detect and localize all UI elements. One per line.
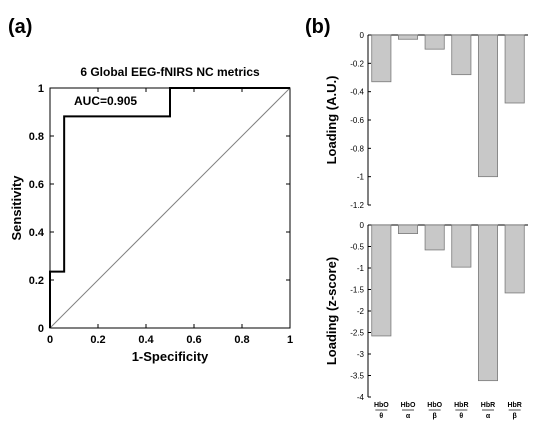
y-tick-label: 0.2 <box>29 275 44 287</box>
auc-annotation: AUC=0.905 <box>74 94 137 108</box>
bar-3 <box>451 34 472 76</box>
bar-4 <box>477 34 498 178</box>
bar-3 <box>451 224 472 268</box>
y-tick-label: 0 <box>38 323 44 335</box>
y-tick-label: -0.4 <box>350 88 364 97</box>
roc-curve <box>49 87 290 328</box>
y-tick-label: -0.8 <box>350 144 364 153</box>
bar-2 <box>424 224 445 251</box>
y-tick-label: 0 <box>360 221 365 230</box>
category-label-bottom: α <box>406 413 411 420</box>
panel-a-label: (a) <box>8 16 32 38</box>
y-tick-label: 1 <box>38 83 44 95</box>
category-label-top: HbR <box>507 402 521 409</box>
bar-1 <box>397 224 418 234</box>
panel-b-label: (b) <box>305 16 331 38</box>
x-tick-label: 1 <box>287 334 293 346</box>
category-label-top: HbO <box>427 402 442 409</box>
roc-chart: 6 Global EEG-fNIRS NC metrics 0 0.2 0.4 0.6 0… <box>9 65 293 364</box>
y-axis-title: Sensitivity <box>9 175 24 241</box>
x-tick-label: 0 <box>47 334 53 346</box>
y-tick-label: -2 <box>357 307 365 316</box>
bar-5 <box>504 34 525 104</box>
bar-5 <box>504 224 525 294</box>
y-axis-title: Loading (A.U.) <box>324 76 339 165</box>
category-label-top: HbR <box>454 402 468 409</box>
bar-0 <box>371 224 392 337</box>
bar-4 <box>477 224 498 382</box>
y-tick-label: -1.2 <box>350 201 364 210</box>
bar-2 <box>424 34 445 50</box>
x-axis-title: 1-Specificity <box>132 349 209 364</box>
y-tick-label: -3 <box>357 350 365 359</box>
y-tick-label: 0.6 <box>29 179 44 191</box>
category-label-bottom: θ <box>459 413 463 420</box>
y-tick-label: -0.5 <box>350 243 364 252</box>
x-tick-label: 0.6 <box>186 334 201 346</box>
y-tick-label: -0.2 <box>350 59 364 68</box>
category-label-bottom: θ <box>379 413 383 420</box>
category-label-bottom: β <box>433 413 438 420</box>
y-tick-label: 0.4 <box>29 227 45 239</box>
category-label-bottom: β <box>513 413 518 420</box>
category-label-bottom: α <box>486 413 491 420</box>
y-tick-label: -1 <box>357 264 365 273</box>
category-label-top: HbR <box>481 402 495 409</box>
x-tick-label: 0.8 <box>234 334 249 346</box>
category-label-top: HbO <box>401 402 416 409</box>
chance-line <box>49 87 291 329</box>
loading-au-chart: 0 -0.2 -0.4 -0.6 -0.8 -1 -1.2 Loading (A.U.) <box>324 31 528 210</box>
chart-title: 6 Global EEG-fNIRS NC metrics <box>80 65 260 79</box>
y-axis-title: Loading (z-score) <box>324 257 339 365</box>
y-tick-label: -2.5 <box>350 329 364 338</box>
y-tick-label: -0.6 <box>350 116 364 125</box>
x-tick-label: 0.2 <box>90 334 105 346</box>
y-tick-label: -4 <box>357 393 365 402</box>
y-tick-label: 0.8 <box>29 131 44 143</box>
bar-0 <box>371 34 392 83</box>
y-tick-label: -1 <box>357 173 365 182</box>
x-tick-label: 0.4 <box>138 334 154 346</box>
y-tick-label: -3.5 <box>350 372 364 381</box>
y-tick-label: -1.5 <box>350 286 364 295</box>
category-label-top: HbO <box>374 402 389 409</box>
y-tick-label: 0 <box>360 31 365 40</box>
loading-zscore-chart: 0 -0.5 -1 -1.5 -2 -2.5 -3 -3.5 -4 Loading (z-scor… <box>324 221 528 420</box>
bar-1 <box>397 34 418 40</box>
